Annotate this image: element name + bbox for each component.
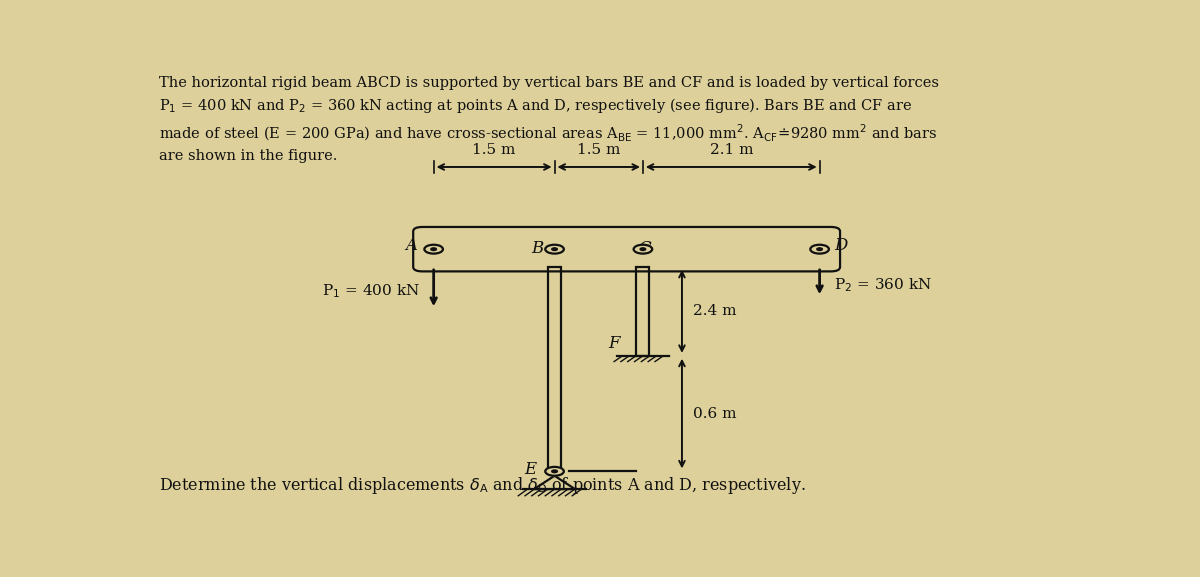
Text: B: B	[532, 240, 544, 257]
Circle shape	[552, 248, 557, 250]
Text: 1.5 m: 1.5 m	[577, 143, 620, 157]
Text: 1.5 m: 1.5 m	[473, 143, 516, 157]
Circle shape	[817, 248, 822, 250]
Circle shape	[640, 248, 646, 250]
Circle shape	[634, 245, 653, 254]
Text: Determine the vertical displacements $\delta_{\rm A}$ and $\delta_{\rm D}$ of po: Determine the vertical displacements $\d…	[160, 475, 806, 496]
Circle shape	[545, 245, 564, 254]
Text: 2.4 m: 2.4 m	[694, 305, 737, 319]
Circle shape	[545, 467, 564, 476]
Text: F: F	[608, 335, 619, 352]
Text: P$_2$ = 360 kN: P$_2$ = 360 kN	[834, 276, 931, 294]
Text: 0.6 m: 0.6 m	[694, 407, 737, 421]
Text: 2.1 m: 2.1 m	[709, 143, 754, 157]
Circle shape	[552, 470, 557, 473]
Text: D: D	[834, 237, 848, 254]
Text: E: E	[524, 460, 536, 478]
Text: C: C	[638, 240, 650, 257]
Text: The horizontal rigid beam ABCD is supported by vertical bars BE and CF and is lo: The horizontal rigid beam ABCD is suppor…	[160, 76, 940, 163]
Bar	[636, 267, 649, 356]
Circle shape	[425, 245, 443, 254]
Circle shape	[431, 248, 437, 250]
Circle shape	[810, 245, 829, 254]
Bar	[548, 267, 562, 471]
Text: P$_1$ = 400 kN: P$_1$ = 400 kN	[322, 283, 420, 300]
Text: A: A	[404, 237, 416, 254]
